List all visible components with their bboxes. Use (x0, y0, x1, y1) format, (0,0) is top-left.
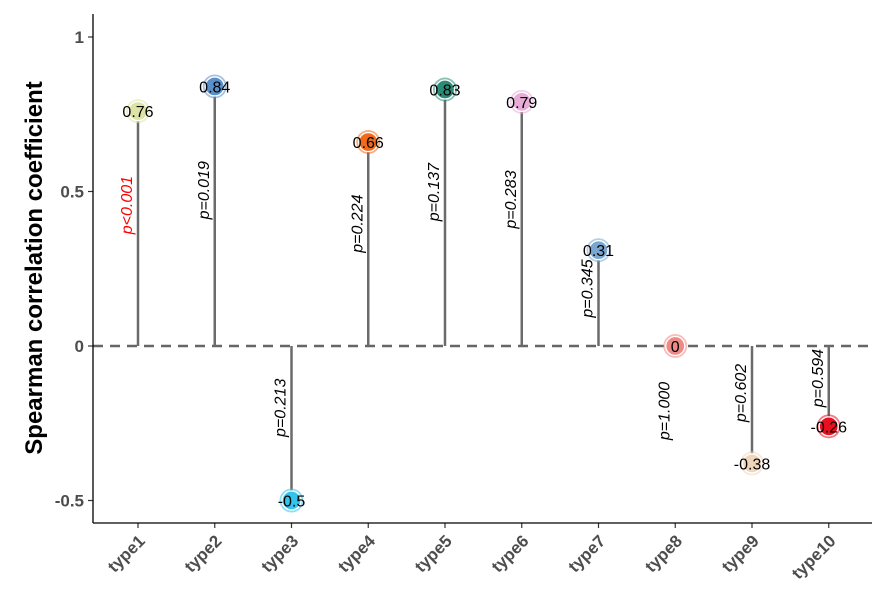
x-tick-label: type1 (104, 531, 149, 576)
point (204, 76, 225, 97)
point (511, 91, 532, 113)
value-label: 0.76 (122, 104, 153, 121)
x-tick-label: type4 (334, 531, 379, 576)
point (434, 79, 456, 100)
point (588, 240, 609, 261)
y-tick-label: 0 (75, 337, 84, 356)
x-tick-label: type3 (257, 531, 302, 576)
value-labels: 0.76 0.84 -0.5 0.66 0.83 0.79 0.31 0 -0.38 -0.26 (122, 79, 847, 510)
point (818, 416, 839, 437)
p-value-label: p=0.283 (503, 170, 520, 229)
p-value-label: p=0.345 (580, 259, 597, 318)
point (665, 335, 686, 357)
lollipop-stems (136, 86, 830, 501)
value-label: 0 (671, 339, 680, 356)
p-value-label: p=0.137 (426, 162, 443, 222)
point (358, 131, 379, 153)
p-value-label: p=0.224 (349, 194, 366, 253)
point (281, 490, 302, 511)
x-tick-label: type9 (718, 531, 763, 576)
x-tick-label: type5 (411, 531, 456, 576)
p-value-label: p=1.000 (656, 382, 673, 441)
value-label: -0.5 (278, 494, 306, 511)
x-tick-label: type8 (641, 531, 686, 576)
x-tick-label: type7 (564, 531, 609, 576)
value-label: 0.83 (429, 83, 460, 100)
axes (92, 14, 872, 524)
x-tick-label: type2 (181, 531, 226, 576)
p-value-label: p<0.001 (119, 176, 136, 235)
y-axis-label: Spearman correlation coefficient (21, 81, 48, 454)
value-label: 0.79 (506, 95, 537, 112)
y-axis-ticks: -0.5 0 0.5 1 (55, 28, 93, 511)
x-axis-ticks: type1 type2 type3 type4 type5 type6 type7 type8… (104, 523, 840, 583)
y-tick-label: 1 (75, 28, 84, 47)
p-value-labels: p<0.001 p=0.019 p=0.213 p=0.224 p=0.137 p=0.2… (119, 161, 827, 441)
p-value-label: p=0.213 (273, 379, 290, 438)
y-tick-label: -0.5 (55, 492, 84, 511)
value-label: 0.84 (199, 79, 230, 96)
x-tick-label: type10 (788, 531, 840, 583)
lollipop-points (126, 74, 841, 513)
y-tick-label: 0.5 (60, 183, 84, 202)
p-value-label: p=0.019 (196, 161, 213, 220)
value-label: 0.31 (583, 243, 614, 260)
point (741, 453, 763, 474)
value-label: -0.38 (734, 456, 771, 473)
value-label: -0.26 (811, 419, 848, 436)
p-value-label: p=0.602 (733, 364, 750, 423)
x-tick-label: type6 (488, 531, 533, 576)
value-label: 0.66 (353, 135, 384, 152)
p-value-label: p=0.594 (810, 349, 827, 408)
point (127, 101, 149, 122)
